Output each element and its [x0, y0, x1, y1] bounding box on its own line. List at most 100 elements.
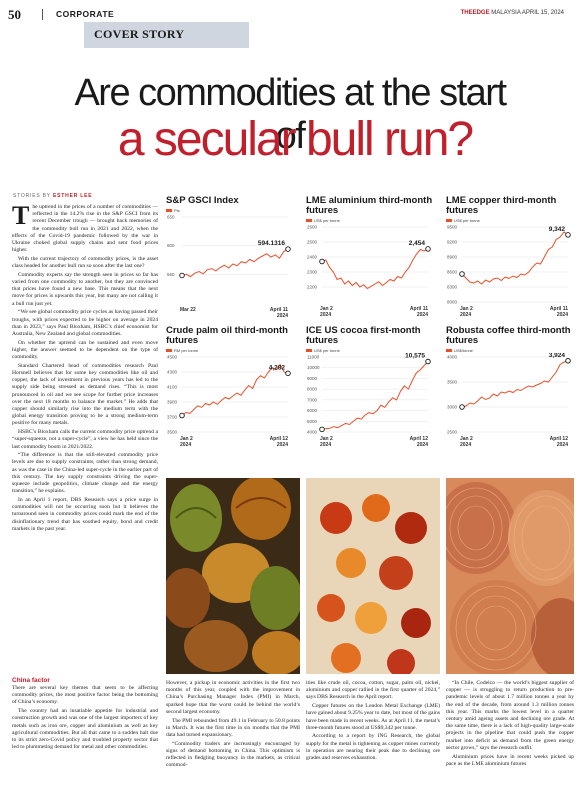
- start-point-marker: [319, 258, 325, 265]
- x-end-year: 2024: [557, 442, 568, 448]
- chart-title: LME copper third-month futures: [446, 195, 557, 216]
- article-column-3: ities like crude oil, cocoa, cotton, sug…: [306, 680, 440, 805]
- y-tick-label: 9000: [307, 376, 318, 381]
- legend-swatch: [166, 349, 172, 353]
- last-value-label: 2,454: [409, 240, 426, 247]
- x-end-year: 2024: [417, 312, 428, 318]
- drop-cap: T: [12, 204, 30, 230]
- paragraph: “The difference is that the still-elevat…: [12, 452, 158, 495]
- byline-author: ESTHER LEE: [53, 193, 93, 199]
- y-tick-label: 3700: [167, 415, 178, 420]
- legend-swatch: [306, 219, 312, 223]
- article-column-4: “In Chile, Codelco — the world’s biggest…: [446, 680, 574, 805]
- y-tick-label: 6000: [307, 408, 318, 413]
- y-tick-label: 3500: [447, 380, 458, 385]
- y-tick-label: 8000: [307, 387, 318, 392]
- y-tick-label: 8900: [447, 255, 458, 260]
- x-start-year: 2024: [320, 312, 331, 318]
- paragraph: According to a report by ING Research, t…: [306, 733, 440, 762]
- paragraph: There are several key themes that seem t…: [12, 685, 158, 706]
- y-tick-label: 8300: [447, 285, 458, 290]
- headline-line-2: a secular bull run?: [117, 113, 474, 166]
- y-tick-label: 10000: [307, 365, 320, 370]
- page-number: 50: [8, 7, 21, 22]
- chart-legend: US$ per tonne: [446, 218, 574, 223]
- chart-legend: US$ per tonne: [306, 218, 434, 223]
- y-tick-label: 2300: [307, 270, 318, 275]
- paragraph: “Commodity traders are increasingly enco…: [166, 740, 300, 769]
- paragraph: he uptrend in the prices of a number of …: [12, 204, 158, 254]
- legend-swatch: [446, 219, 452, 223]
- chart-title: S&P GSCI Index: [166, 195, 239, 206]
- legend-swatch: [166, 209, 172, 213]
- x-start-label: Jan 2: [320, 306, 333, 312]
- x-start-year: 2024: [320, 442, 331, 448]
- x-start-label: Jan 2: [320, 436, 333, 442]
- legend-label: US$ per tonne: [314, 218, 340, 223]
- series-line: [461, 360, 569, 408]
- y-tick-label: 2500: [307, 240, 318, 245]
- x-end-label: April 12: [410, 436, 429, 442]
- y-tick-label: 650: [167, 215, 175, 220]
- x-start-year: 2024: [180, 442, 191, 448]
- y-tick-label: 5000: [307, 419, 318, 424]
- y-tick-label: 3500: [167, 430, 178, 435]
- x-end-label: April 11: [270, 307, 288, 313]
- paragraph: The PMI rebounded from 49.1 in February …: [166, 717, 300, 738]
- last-value-label: 4,282: [269, 364, 286, 371]
- chart-legend: Pts: [166, 208, 294, 213]
- y-tick-label: 550: [167, 272, 175, 277]
- byline: STORIES BY ESTHER LEE: [13, 193, 92, 199]
- y-tick-label: 3900: [167, 400, 178, 405]
- series-line: [461, 231, 569, 285]
- paragraph: In an April 1 report, DBS Research says …: [12, 496, 158, 532]
- brand-logo: THEEDGE: [460, 10, 490, 16]
- legend-label: Pts: [174, 208, 180, 213]
- last-value-label: 9,342: [549, 226, 566, 233]
- y-tick-label: 4000: [447, 355, 458, 360]
- y-tick-label: 4300: [167, 370, 178, 375]
- x-end-label: April 12: [270, 436, 289, 442]
- cover-story-label: COVER STORY: [94, 27, 185, 41]
- end-point-marker: [425, 358, 431, 365]
- y-tick-label: 9200: [447, 240, 458, 245]
- legend-swatch: [306, 349, 312, 353]
- x-end-label: April 12: [550, 436, 569, 442]
- chart-panel: S&P GSCI Index Pts 550 600 650 594.1316 Mar 22…: [166, 196, 294, 321]
- x-end-year: 2024: [277, 313, 288, 319]
- publication-info: THEEDGE MALAYSIA APRIL 15, 2024: [461, 10, 564, 16]
- headline-line-1: Are commodities at the start of: [74, 72, 507, 157]
- y-tick-label: 3000: [447, 405, 458, 410]
- y-tick-label: 600: [167, 243, 175, 248]
- chart-legend: RM per tonne: [166, 348, 294, 353]
- legend-label: RM per tonne: [174, 348, 199, 353]
- x-end-year: 2024: [417, 442, 428, 448]
- y-tick-label: 8000: [447, 300, 458, 305]
- paragraph: “We see global commodity price cycles as…: [12, 309, 158, 337]
- paragraph: With the current trajectory of commodity…: [12, 255, 158, 270]
- start-point-marker: [459, 271, 465, 277]
- y-tick-label: 4500: [167, 355, 178, 360]
- paragraph: Copper futures on the London Metal Excha…: [306, 703, 440, 731]
- y-tick-label: 8600: [447, 270, 458, 275]
- chart-panel: LME aluminium third-month futures US$ per…: [306, 196, 434, 321]
- last-value-label: 10,575: [405, 353, 425, 360]
- chart-title: LME aluminium third-month futures: [306, 195, 433, 216]
- copper-wire-photo: [446, 478, 574, 674]
- paragraph: Standard Chartered head of commodities r…: [12, 362, 158, 427]
- legend-swatch: [446, 349, 452, 353]
- start-point-marker: [179, 272, 185, 279]
- article-column-2: However, a pickup in economic activities…: [166, 680, 300, 805]
- line-chart: 4000 5000 6000 7000 8000 9000 10000 11000 10,575…: [307, 353, 431, 448]
- section-label: CORPORATE: [56, 9, 115, 19]
- y-tick-label: 7000: [307, 397, 318, 402]
- end-point-marker: [425, 246, 431, 252]
- x-start-label: Mar 22: [180, 307, 196, 313]
- edition-label: MALAYSIA: [491, 10, 521, 16]
- x-end-year: 2024: [277, 442, 288, 448]
- paragraph: The country had an insatiable appetite f…: [12, 708, 158, 751]
- end-point-marker: [285, 370, 291, 377]
